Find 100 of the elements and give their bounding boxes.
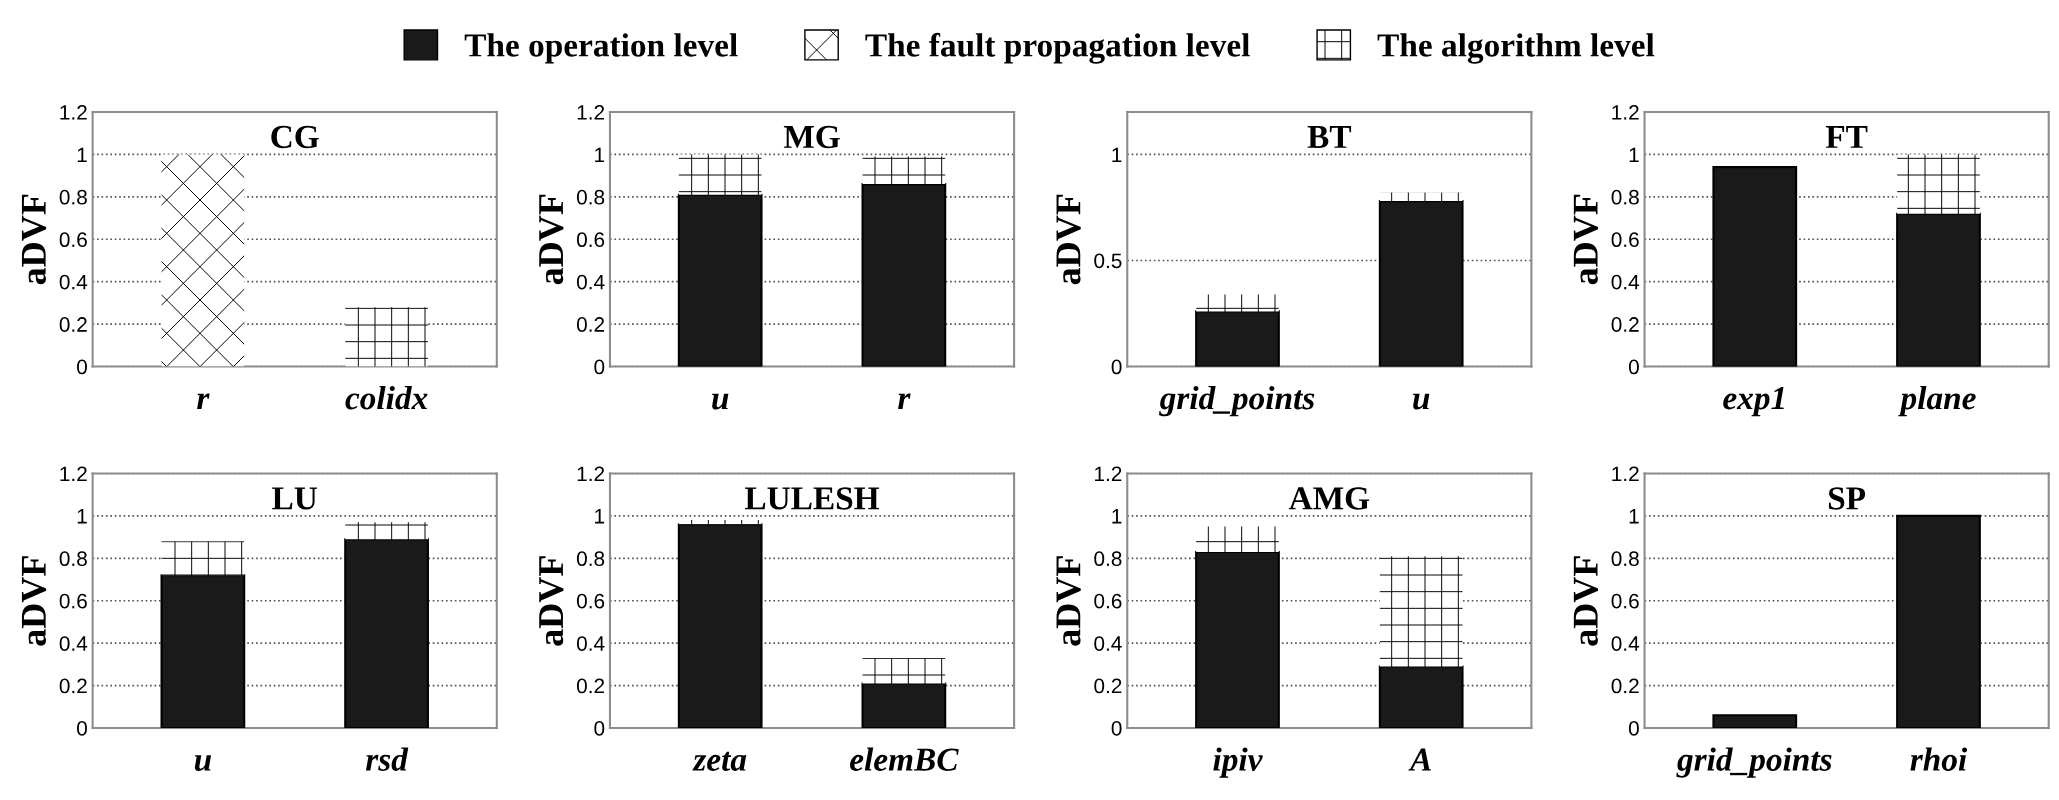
y-tick-label: 0 xyxy=(1628,721,1639,736)
legend-label: The algorithm level xyxy=(1377,33,1655,64)
legend-label: The fault propagation level xyxy=(865,32,1250,64)
y-tick-label: 0.8 xyxy=(1611,551,1639,567)
y-tick-label: 1 xyxy=(595,147,605,162)
y-tick-label: 0.2 xyxy=(576,678,605,694)
y-tick-label: 0 xyxy=(1111,721,1122,736)
y-tick-label: 1.2 xyxy=(1095,466,1122,481)
bar xyxy=(677,523,763,728)
x-tick-label: u xyxy=(1413,393,1430,410)
y-tick-label: 1.2 xyxy=(1612,105,1639,120)
y-tick-label: 1 xyxy=(77,147,87,162)
y-axis-title: aDVF xyxy=(1573,556,1599,646)
bar xyxy=(1378,200,1464,367)
bar xyxy=(862,658,946,684)
x-tick-label: r xyxy=(197,393,210,410)
y-tick-label: 0 xyxy=(594,359,605,375)
y-tick-label: 1 xyxy=(1629,509,1639,524)
x-tick-label: A xyxy=(1408,748,1431,771)
y-tick-label: 0.8 xyxy=(576,189,605,205)
x-tick-label: grid_points xyxy=(1676,747,1832,778)
y-tick-label: 0.6 xyxy=(1611,232,1639,248)
y-tick-label: 0.2 xyxy=(1611,678,1639,694)
chart-title: LU xyxy=(272,487,318,510)
x-tick-label: u xyxy=(194,755,212,771)
x-tick-label: u xyxy=(712,393,729,410)
bar xyxy=(1195,310,1280,367)
bar xyxy=(862,156,946,185)
x-tick-label: r xyxy=(898,393,911,410)
chart-title: LULESH xyxy=(744,487,880,510)
y-tick-label: 0 xyxy=(1628,359,1639,375)
y-tick-label: 1.2 xyxy=(60,466,87,481)
y-tick-label: 0.5 xyxy=(1094,253,1122,269)
x-tick-label: exp1 xyxy=(1723,387,1784,417)
y-axis-title: aDVF xyxy=(21,556,47,646)
y-tick-label: 0.4 xyxy=(576,636,605,651)
chart-title: FT xyxy=(1825,126,1868,148)
y-axis-title: aDVF xyxy=(1573,194,1599,285)
legend-label: The operation level xyxy=(464,33,738,64)
y-tick-label: 0.6 xyxy=(59,232,87,248)
bar xyxy=(1897,154,1980,214)
chart-title: SP xyxy=(1828,487,1866,510)
chart-title: BT xyxy=(1307,126,1352,148)
y-tick-label: 0.4 xyxy=(59,274,88,290)
bar xyxy=(1196,294,1279,312)
y-tick-label: 0 xyxy=(594,721,605,736)
y-axis-title: aDVF xyxy=(539,194,564,285)
bar xyxy=(345,522,428,540)
bar xyxy=(344,538,429,728)
bar xyxy=(1896,212,1981,367)
bar xyxy=(678,520,762,525)
bar xyxy=(1195,550,1280,728)
bar xyxy=(1712,166,1798,367)
y-tick-label: 0.8 xyxy=(59,551,87,567)
y-tick-label: 1 xyxy=(595,509,605,524)
bar xyxy=(1378,665,1464,728)
y-tick-label: 1.2 xyxy=(60,105,87,120)
chart-title: CG xyxy=(271,125,319,149)
y-tick-label: 1.2 xyxy=(577,105,605,120)
y-tick-label: 0.4 xyxy=(576,274,605,290)
y-tick-label: 0.8 xyxy=(576,551,605,567)
bar xyxy=(1196,526,1279,552)
y-tick-label: 1.2 xyxy=(577,466,605,481)
y-axis-title: aDVF xyxy=(21,194,47,285)
x-tick-label: ipiv xyxy=(1213,747,1263,778)
y-axis-title: aDVF xyxy=(539,556,564,646)
x-tick-label: rhoi xyxy=(1910,747,1968,771)
y-tick-label: 0.6 xyxy=(1611,593,1639,609)
x-tick-label: colidx xyxy=(345,385,428,410)
y-tick-label: 0.8 xyxy=(1611,189,1639,205)
y-tick-label: 0.6 xyxy=(576,232,605,248)
y-tick-label: 0.4 xyxy=(1611,636,1640,651)
y-tick-label: 1.2 xyxy=(1612,466,1639,481)
chart-title: MG xyxy=(783,125,840,149)
y-tick-label: 0.2 xyxy=(1611,317,1639,332)
x-tick-label: elemBC xyxy=(850,747,959,771)
bar xyxy=(861,183,947,367)
x-tick-label: plane xyxy=(1898,385,1976,417)
x-tick-label: grid_points xyxy=(1159,385,1315,417)
y-tick-label: 0.4 xyxy=(1611,274,1640,290)
chart-title: AMG xyxy=(1288,487,1370,510)
bar xyxy=(678,154,762,195)
y-tick-label: 0.2 xyxy=(59,678,87,694)
y-tick-label: 0.2 xyxy=(59,317,87,332)
y-axis-title: aDVF xyxy=(1056,194,1081,285)
y-tick-label: 0.4 xyxy=(1094,636,1122,651)
bar xyxy=(1379,556,1463,667)
x-tick-label: zeta xyxy=(692,751,747,771)
bar xyxy=(161,541,245,576)
bar xyxy=(1379,192,1463,202)
y-tick-label: 0.2 xyxy=(1094,678,1122,694)
y-tick-label: 1 xyxy=(1629,147,1639,162)
y-tick-label: 0.8 xyxy=(1094,551,1122,567)
y-tick-label: 0.8 xyxy=(59,189,87,205)
y-tick-label: 0 xyxy=(77,721,87,736)
y-tick-label: 1 xyxy=(77,509,87,524)
y-tick-label: 0.6 xyxy=(59,593,87,609)
bar xyxy=(160,574,246,728)
y-tick-label: 0 xyxy=(1111,359,1122,375)
y-tick-label: 0.4 xyxy=(59,636,88,651)
